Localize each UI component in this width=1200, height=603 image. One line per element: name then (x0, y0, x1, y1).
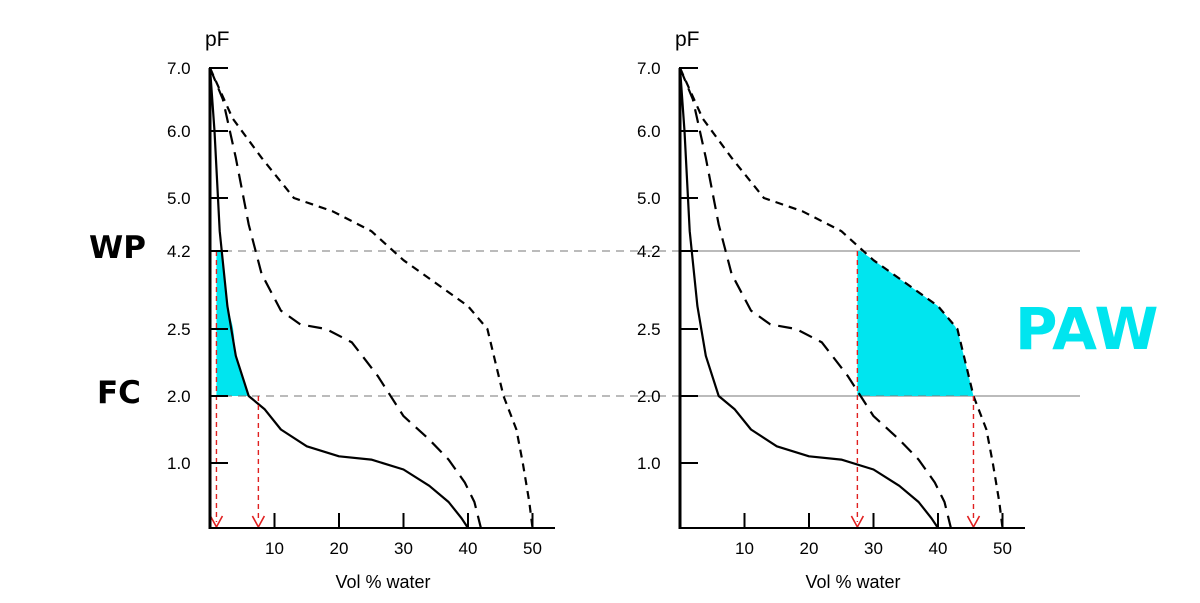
left-x-axis-title: Vol % water (335, 572, 430, 592)
right-x-tick-label: 50 (993, 539, 1012, 558)
paw-label: PAW (1015, 295, 1158, 363)
left-y-tick-label: 5.0 (167, 189, 191, 208)
left-curve-solid (208, 67, 469, 529)
right-y-tick-label: 1.0 (637, 454, 661, 473)
right-curve-long-dash (678, 67, 952, 529)
right-y-tick-label: 6.0 (637, 122, 661, 141)
right-x-tick-label: 10 (735, 539, 754, 558)
left-y-tick-label: 7.0 (167, 59, 191, 78)
right-x-tick-label: 20 (800, 539, 819, 558)
right-x-tick-label: 30 (864, 539, 883, 558)
right-y-axis-unit: pF (675, 28, 700, 51)
left-x-tick-label: 20 (330, 539, 349, 558)
fc-label: FC (97, 375, 141, 411)
left-y-axis-unit: pF (205, 28, 230, 51)
right-y-tick-label: 4.2 (637, 242, 661, 261)
right-chart-panel: 7.0 6.0 5.0 4.2 2.5 2.0 1.0 10 20 30 40 50 pF Vol % w… (637, 28, 1080, 592)
right-curve-short-dash (678, 67, 1004, 529)
right-curve-solid (678, 67, 939, 529)
left-x-tick-label: 40 (459, 539, 478, 558)
left-x-tick-label: 30 (394, 539, 413, 558)
wp-label: WP (89, 230, 146, 266)
left-shaded-region (216, 251, 249, 396)
right-y-tick-label: 2.5 (637, 320, 661, 339)
left-y-tick-label: 2.5 (167, 320, 191, 339)
left-chart-panel: 7.0 6.0 5.0 4.2 2.5 2.0 1.0 10 20 30 40 50 pF Vol % w… (167, 28, 1080, 592)
left-y-tick-label: 1.0 (167, 454, 191, 473)
right-x-tick-label: 40 (929, 539, 948, 558)
left-curve-long-dash (208, 67, 482, 529)
right-x-axis-title: Vol % water (805, 572, 900, 592)
right-y-tick-label: 2.0 (637, 387, 661, 406)
left-x-tick-label: 10 (265, 539, 284, 558)
left-y-tick-label: 4.2 (167, 242, 191, 261)
right-y-tick-label: 5.0 (637, 189, 661, 208)
left-y-tick-label: 2.0 (167, 387, 191, 406)
left-x-tick-label: 50 (523, 539, 542, 558)
left-y-tick-label: 6.0 (167, 122, 191, 141)
left-curve-short-dash (208, 67, 534, 529)
right-y-tick-label: 7.0 (637, 59, 661, 78)
right-shaded-region (857, 251, 974, 396)
